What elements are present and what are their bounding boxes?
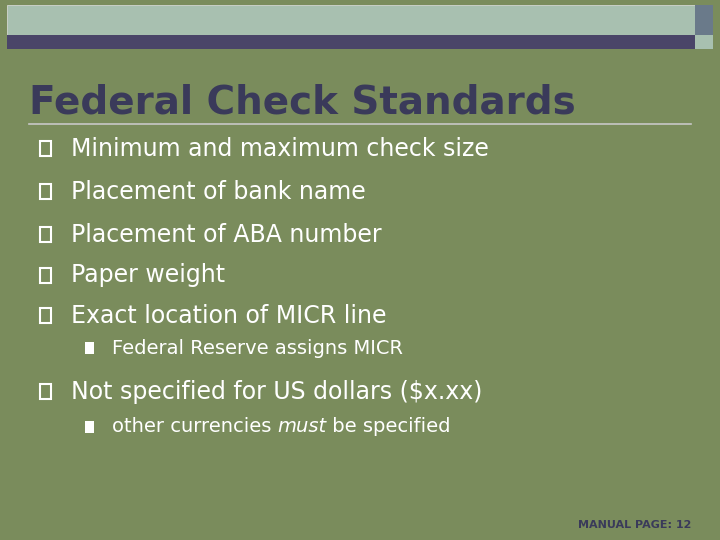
Bar — [40, 268, 51, 283]
Text: Exact location of MICR line: Exact location of MICR line — [71, 304, 386, 328]
Text: Not specified for US dollars ($x.xx): Not specified for US dollars ($x.xx) — [71, 380, 482, 403]
Text: Federal Reserve assigns MICR: Federal Reserve assigns MICR — [112, 339, 402, 358]
Text: Placement of ABA number: Placement of ABA number — [71, 223, 381, 247]
Bar — [40, 184, 51, 199]
Bar — [85, 342, 94, 354]
Text: be specified: be specified — [326, 417, 451, 436]
Text: must: must — [277, 417, 326, 436]
Text: Placement of bank name: Placement of bank name — [71, 180, 365, 204]
Bar — [40, 227, 51, 242]
Text: other currencies: other currencies — [112, 417, 277, 436]
Bar — [695, 35, 713, 49]
Bar — [7, 35, 695, 49]
Bar — [40, 384, 51, 399]
Text: MANUAL PAGE: 12: MANUAL PAGE: 12 — [578, 520, 691, 530]
Bar — [40, 141, 51, 156]
Text: Minimum and maximum check size: Minimum and maximum check size — [71, 137, 488, 160]
Bar — [85, 421, 94, 433]
Bar — [40, 308, 51, 323]
Bar — [695, 5, 713, 35]
Bar — [7, 5, 695, 35]
Text: Federal Check Standards: Federal Check Standards — [29, 84, 575, 122]
Text: Paper weight: Paper weight — [71, 264, 225, 287]
